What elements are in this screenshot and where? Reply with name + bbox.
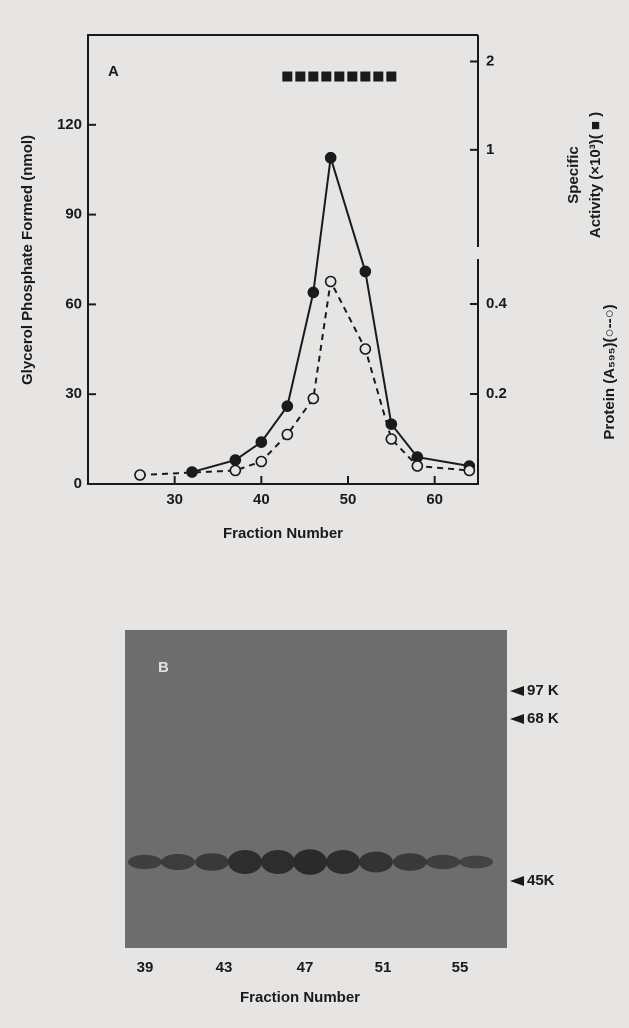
lane-label: 55 [452, 959, 469, 976]
x-tick-label: 50 [340, 491, 357, 508]
gel-image [125, 630, 507, 948]
point [347, 72, 357, 82]
panel-label: A [108, 63, 119, 80]
point [308, 72, 318, 82]
y-tick-label: 0 [74, 475, 82, 492]
lane-label: 51 [375, 959, 392, 976]
gel-band [326, 850, 360, 874]
x-axis-label: Fraction Number [223, 525, 343, 542]
lane-label: 39 [137, 959, 154, 976]
x-tick-label: 30 [166, 491, 183, 508]
y2-axis-label: Protein (A₅₉₅)(○--○) [601, 304, 618, 439]
gel-band [195, 853, 229, 871]
point [386, 72, 396, 82]
y-tick-label: 30 [65, 385, 82, 402]
point [326, 153, 336, 163]
gel-band [293, 849, 327, 875]
point [386, 434, 396, 444]
point [321, 72, 331, 82]
point [360, 344, 370, 354]
point [326, 277, 336, 287]
y3-axis-label: Activity (×10³)( ■ ) [587, 112, 604, 238]
y-tick-label: 0.4 [486, 295, 508, 312]
point [464, 466, 474, 476]
x-tick-label: 40 [253, 491, 270, 508]
point [282, 72, 292, 82]
point [334, 72, 344, 82]
point [282, 401, 292, 411]
point [412, 461, 422, 471]
point [230, 466, 240, 476]
gel-band [426, 855, 460, 869]
y-tick-label: 120 [57, 116, 82, 133]
x-tick-label: 60 [426, 491, 443, 508]
gel-band [459, 856, 493, 869]
gel-x-label: Fraction Number [240, 989, 360, 1006]
lane-label: 47 [297, 959, 314, 976]
point [256, 457, 266, 467]
y-tick-label: 1 [486, 141, 494, 158]
size-marker: 45K [527, 872, 555, 889]
gel-band [261, 850, 295, 874]
point [230, 455, 240, 465]
gel-band [359, 852, 393, 873]
point [360, 72, 370, 82]
gel-band [228, 850, 262, 874]
y-tick-label: 90 [65, 206, 82, 223]
gel-band [161, 854, 195, 870]
gel-band [393, 853, 427, 871]
figure: A Fraction Number Glycerol Phosphate For… [0, 0, 629, 1028]
y3-axis-label: Specific [565, 146, 582, 204]
size-marker: 68 K [527, 710, 559, 727]
y-tick-label: 2 [486, 52, 494, 69]
point [282, 430, 292, 440]
point [308, 394, 318, 404]
y-axis-label: Glycerol Phosphate Formed (nmol) [19, 135, 36, 385]
point [360, 266, 370, 276]
size-marker: 97 K [527, 682, 559, 699]
point [256, 437, 266, 447]
y-tick-label: 0.2 [486, 385, 507, 402]
y-tick-label: 60 [65, 295, 82, 312]
lane-label: 43 [216, 959, 233, 976]
point [308, 287, 318, 297]
point [135, 470, 145, 480]
panel-label: B [158, 659, 169, 676]
gel-band [128, 855, 162, 869]
point [295, 72, 305, 82]
point [373, 72, 383, 82]
